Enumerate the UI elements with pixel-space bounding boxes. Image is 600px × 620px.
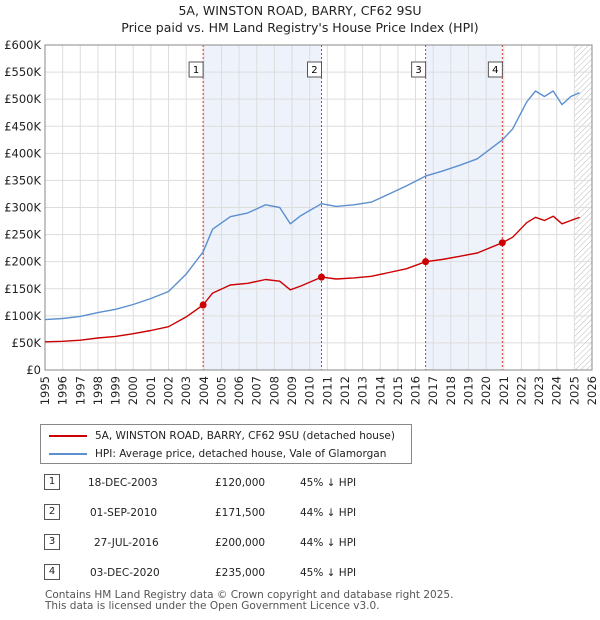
x-tick-label: 2002 — [162, 376, 176, 405]
sale-hpi-diff: 45% ↓ HPI — [300, 477, 357, 489]
legend-item-hpi: HPI: Average price, detached house, Vale… — [49, 446, 386, 462]
footer-licence: This data is licensed under the Open Gov… — [45, 600, 380, 612]
x-tick-label: 2007 — [250, 376, 264, 405]
y-tick-label: £250K — [4, 228, 41, 242]
sale-point — [422, 258, 430, 266]
x-tick-label: 2016 — [409, 376, 423, 405]
sale-number-box: 3 — [44, 534, 60, 550]
sale-number-box — [487, 61, 503, 78]
sale-number-box — [306, 61, 322, 78]
y-tick-label: £100K — [4, 309, 41, 323]
sale-number-box: 1 — [44, 474, 60, 490]
sale-price: £235,000 — [215, 567, 266, 579]
x-tick-label: 2018 — [444, 376, 458, 405]
y-tick-label: £50K — [12, 336, 42, 350]
footer-copyright: Contains HM Land Registry data © Crown c… — [45, 589, 454, 601]
sale-number-label: 1 — [193, 65, 199, 76]
y-tick-label: £350K — [4, 173, 41, 187]
sale-price: £120,000 — [215, 477, 266, 489]
series-line — [44, 215, 580, 343]
x-tick-label: 2024 — [550, 376, 564, 405]
x-tick-label: 2011 — [320, 376, 334, 405]
x-tick-label: 2025 — [567, 376, 581, 405]
legend-label-hpi: HPI: Average price, detached house, Vale… — [95, 448, 387, 460]
chart-subtitle: Price paid vs. HM Land Registry's House … — [121, 20, 478, 35]
x-tick-label: 2013 — [356, 376, 370, 405]
y-tick-label: £600K — [4, 38, 41, 52]
x-tick-label: 2017 — [426, 376, 440, 405]
legend-swatch-hpi — [49, 453, 87, 455]
x-tick-label: 2009 — [285, 376, 299, 405]
x-tick-label: 1997 — [73, 376, 87, 405]
x-tick-label: 2022 — [514, 376, 528, 405]
x-tick-label: 2008 — [267, 376, 281, 405]
sale-point — [498, 239, 506, 247]
x-tick-label: 2026 — [585, 376, 599, 405]
y-tick-label: £200K — [4, 255, 41, 269]
sale-row: 2 01-SEP-2010 £171,500 44% ↓ HPI — [40, 504, 460, 524]
x-tick-label: 2020 — [479, 376, 493, 405]
sale-number-box — [188, 61, 204, 78]
x-tick-label: 1995 — [38, 376, 52, 405]
sale-date: 27-JUL-2016 — [94, 537, 159, 549]
y-tick-label: £450K — [4, 119, 41, 133]
chart-title: 5A, WINSTON ROAD, BARRY, CF62 9SU — [178, 3, 421, 18]
sale-date: 18-DEC-2003 — [88, 477, 158, 489]
sale-number-label: 4 — [492, 65, 498, 76]
legend-label-property: 5A, WINSTON ROAD, BARRY, CF62 9SU (detac… — [95, 430, 395, 442]
x-tick-label: 1998 — [91, 376, 105, 405]
x-tick-label: 2010 — [303, 376, 317, 405]
sale-price: £200,000 — [215, 537, 266, 549]
y-tick-label: £150K — [4, 282, 41, 296]
y-tick-label: £500K — [4, 92, 41, 106]
x-tick-label: 2019 — [461, 376, 475, 405]
sale-hpi-diff: 44% ↓ HPI — [300, 507, 357, 519]
y-tick-label: £0 — [26, 363, 41, 377]
x-tick-label: 2004 — [197, 376, 211, 405]
sale-row: 4 03-DEC-2020 £235,000 45% ↓ HPI — [40, 564, 460, 584]
legend-swatch-property — [49, 435, 87, 437]
sale-point — [317, 273, 325, 281]
sale-number-label: 2 — [311, 65, 317, 76]
y-tick-label: £550K — [4, 65, 41, 79]
plot-frame — [44, 44, 593, 371]
x-tick-label: 2023 — [532, 376, 546, 405]
sale-point — [199, 301, 207, 309]
price-chart: 5A, WINSTON ROAD, BARRY, CF62 9SU Price … — [4, 3, 599, 405]
x-tick-label: 1996 — [56, 376, 70, 405]
y-tick-label: £400K — [4, 146, 41, 160]
sale-row: 3 27-JUL-2016 £200,000 44% ↓ HPI — [40, 534, 460, 554]
x-tick-label: 2012 — [338, 376, 352, 405]
sale-number-box: 4 — [44, 564, 60, 580]
x-tick-label: 2021 — [497, 376, 511, 405]
sale-date: 01-SEP-2010 — [90, 507, 158, 519]
x-tick-label: 2006 — [232, 376, 246, 405]
x-tick-label: 2000 — [126, 376, 140, 405]
sale-number-box — [411, 61, 427, 78]
x-tick-label: 2003 — [179, 376, 193, 405]
sale-hpi-diff: 44% ↓ HPI — [300, 537, 357, 549]
x-tick-label: 1999 — [109, 376, 123, 405]
x-tick-label: 2015 — [391, 376, 405, 405]
series-line — [44, 90, 580, 321]
sale-number-label: 3 — [415, 65, 421, 76]
sale-number-box: 2 — [44, 504, 60, 520]
footer: Contains HM Land Registry data © Crown c… — [45, 590, 453, 612]
legend: 5A, WINSTON ROAD, BARRY, CF62 9SU (detac… — [40, 424, 412, 464]
sale-date: 03-DEC-2020 — [90, 567, 160, 579]
sale-hpi-diff: 45% ↓ HPI — [300, 567, 357, 579]
sale-row: 1 18-DEC-2003 £120,000 45% ↓ HPI — [40, 474, 460, 494]
sale-price: £171,500 — [215, 507, 266, 519]
legend-item-property: 5A, WINSTON ROAD, BARRY, CF62 9SU (detac… — [49, 428, 395, 444]
y-tick-label: £300K — [4, 201, 41, 215]
x-tick-label: 2001 — [144, 376, 158, 405]
x-tick-label: 2005 — [214, 376, 228, 405]
x-tick-label: 2014 — [373, 376, 387, 405]
